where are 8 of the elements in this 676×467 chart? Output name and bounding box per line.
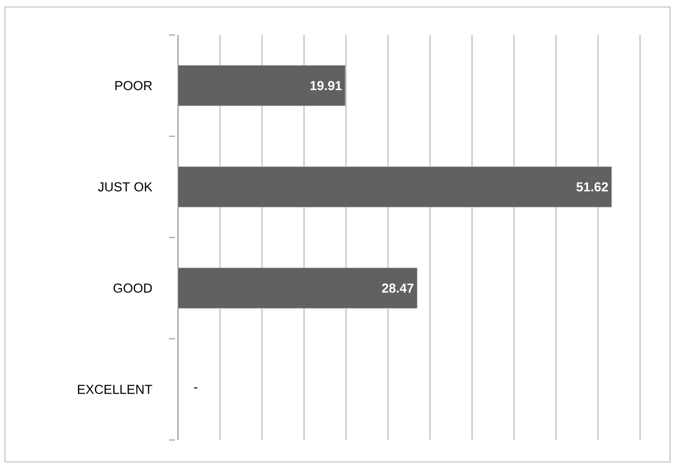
y-tick-label: POOR <box>115 81 152 90</box>
data-label: 51.62 <box>576 182 608 192</box>
data-label: 28.47 <box>382 284 414 293</box>
data-label: 19.91 <box>310 81 342 90</box>
y-tick-label: JUST OK <box>98 182 152 192</box>
y-tick-label: GOOD <box>114 284 152 293</box>
text: - <box>194 387 198 388</box>
y-tick-label: EXCELLENT <box>78 384 152 394</box>
